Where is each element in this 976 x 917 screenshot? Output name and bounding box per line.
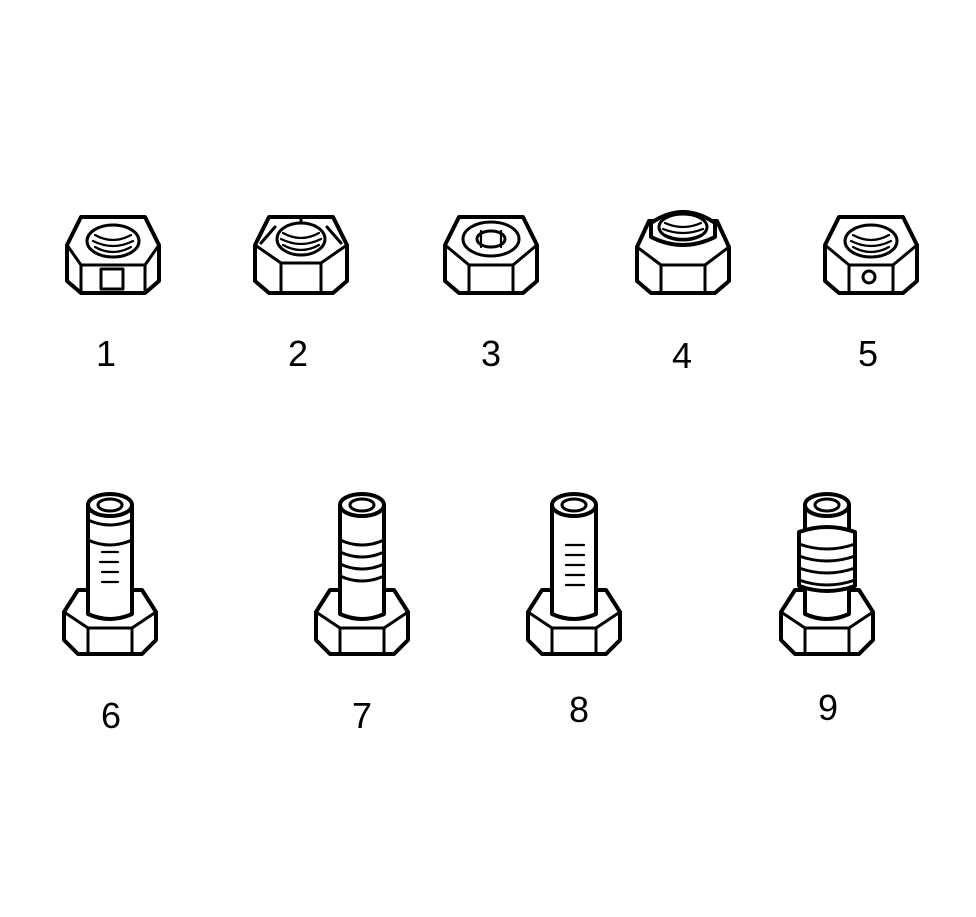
nut-5 (823, 215, 919, 295)
bolt-9 (779, 492, 875, 656)
bolt-8 (526, 492, 622, 656)
nut-1 (65, 215, 161, 295)
nut-5-label: 5 (858, 333, 878, 374)
bolt-6-label: 6 (101, 695, 121, 736)
bolt-9-label: 9 (818, 687, 838, 728)
nut-3-label: 3 (481, 333, 501, 374)
nut-2 (253, 215, 349, 295)
nut-2-label: 2 (288, 333, 308, 374)
bolt-6 (62, 492, 158, 656)
square-window-marking (99, 267, 125, 291)
nut-3 (443, 215, 539, 295)
bolt-7-label: 7 (352, 695, 372, 736)
nut-1-label: 1 (96, 333, 116, 374)
round-hole-marking (861, 269, 877, 285)
nylon-insert-marking (475, 229, 507, 249)
bolt-8-label: 8 (569, 689, 589, 730)
bolt-7 (314, 492, 410, 656)
nut-4-label: 4 (672, 335, 692, 376)
nut-4 (635, 210, 731, 295)
